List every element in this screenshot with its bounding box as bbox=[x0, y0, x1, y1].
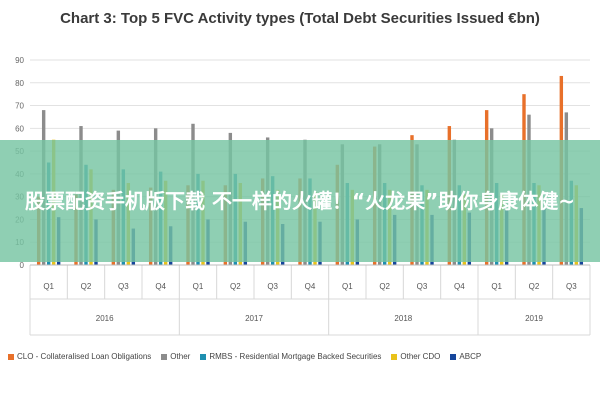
legend-label: CLO - Collateralised Loan Obligations bbox=[17, 352, 152, 361]
legend-item: Other CDO bbox=[391, 352, 440, 361]
x-tick-label: Q3 bbox=[417, 282, 428, 291]
legend-label: Other CDO bbox=[400, 352, 441, 361]
legend-swatch bbox=[450, 353, 457, 360]
x-tick-label: Q2 bbox=[230, 282, 241, 291]
legend-item: Other bbox=[161, 352, 190, 361]
x-tick-label: Q1 bbox=[43, 282, 54, 291]
y-tick-label: 80 bbox=[15, 79, 24, 88]
chart-title: Chart 3: Top 5 FVC Activity types (Total… bbox=[60, 10, 540, 27]
x-tick-label: Q1 bbox=[193, 282, 204, 291]
legend-swatch bbox=[200, 353, 207, 360]
x-tick-label: Q1 bbox=[491, 282, 502, 291]
x-tick-label: Q3 bbox=[118, 282, 129, 291]
x-tick-label: Q2 bbox=[529, 282, 540, 291]
legend-label: RMBS - Residential Mortgage Backed Secur… bbox=[209, 352, 382, 361]
y-tick-label: 70 bbox=[15, 102, 24, 111]
year-label: 2017 bbox=[245, 314, 263, 323]
legend-label: ABCP bbox=[459, 352, 482, 361]
x-tick-label: Q1 bbox=[342, 282, 353, 291]
legend-swatch bbox=[391, 353, 398, 360]
x-tick-label: Q2 bbox=[379, 282, 390, 291]
y-tick-label: 90 bbox=[15, 56, 24, 65]
legend-item: CLO - Collateralised Loan Obligations bbox=[8, 352, 151, 361]
x-tick-label: Q4 bbox=[454, 282, 465, 291]
x-tick-label: Q3 bbox=[566, 282, 577, 291]
x-tick-label: Q3 bbox=[267, 282, 278, 291]
x-tick-label: Q4 bbox=[305, 282, 316, 291]
y-tick-label: 0 bbox=[20, 261, 25, 270]
legend-item: RMBS - Residential Mortgage Backed Secur… bbox=[200, 352, 381, 361]
overlay-banner[interactable]: 股票配资手机版下载 不一样的火罐！“火龙果”助你身康体健~ bbox=[0, 140, 600, 262]
x-tick-label: Q2 bbox=[81, 282, 92, 291]
legend-swatch bbox=[161, 353, 168, 360]
chart-legend: CLO - Collateralised Loan Obligations Oth… bbox=[8, 352, 598, 361]
legend-swatch bbox=[8, 353, 14, 360]
year-label: 2016 bbox=[96, 314, 114, 323]
year-label: 2019 bbox=[525, 314, 543, 323]
legend-item: ABCP bbox=[450, 352, 481, 361]
x-tick-label: Q4 bbox=[155, 282, 166, 291]
legend-label: Other bbox=[170, 352, 191, 361]
y-tick-label: 60 bbox=[15, 124, 24, 133]
overlay-banner-text[interactable]: 股票配资手机版下载 不一样的火罐！“火龙果”助你身康体健~ bbox=[24, 189, 575, 213]
year-label: 2018 bbox=[394, 314, 412, 323]
